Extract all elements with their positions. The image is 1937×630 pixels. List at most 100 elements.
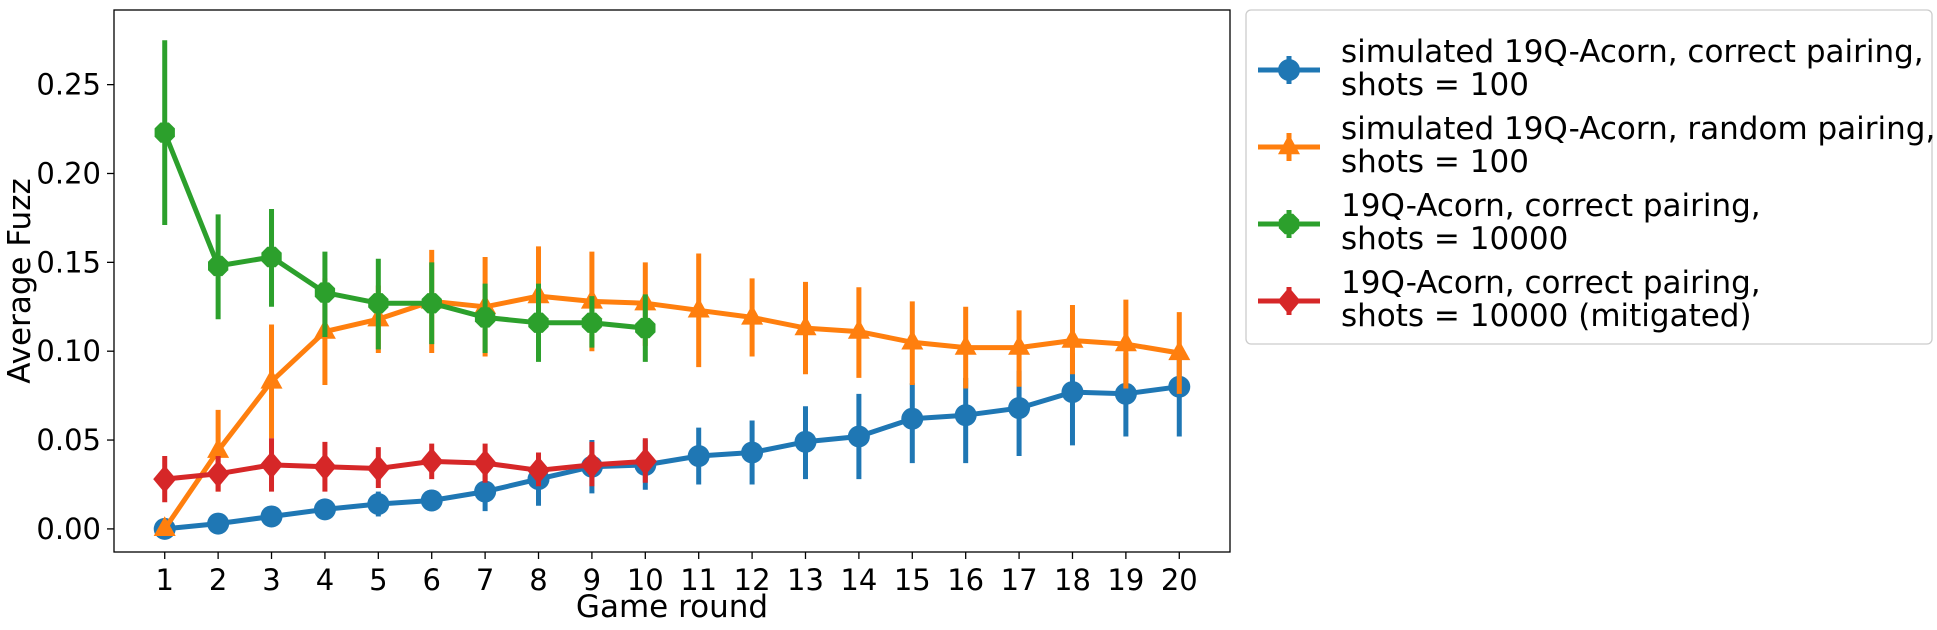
x-tick-label: 2 xyxy=(209,563,227,597)
legend-label-sim-random-line2: shots = 100 xyxy=(1341,144,1529,180)
data-point xyxy=(368,293,389,314)
data-point xyxy=(847,425,870,448)
x-tick-label: 13 xyxy=(787,563,824,597)
legend-label-sim-random-line1: simulated 19Q-Acorn, random pairing, xyxy=(1341,111,1935,147)
data-point xyxy=(580,451,604,479)
data-point xyxy=(687,445,710,468)
data-point xyxy=(421,293,442,314)
data-point xyxy=(313,453,337,481)
y-tick-label: 0.10 xyxy=(36,334,101,368)
legend-label-hw-mitigated-line1: 19Q-Acorn, correct pairing, xyxy=(1341,265,1761,301)
data-point xyxy=(207,512,230,535)
data-point xyxy=(794,315,817,336)
data-point xyxy=(474,307,496,328)
y-tick-label: 0.05 xyxy=(36,423,101,457)
legend-swatch-2 xyxy=(1258,210,1320,238)
legend-marker xyxy=(1277,287,1301,315)
data-point xyxy=(420,489,443,512)
x-tick-label: 16 xyxy=(947,563,984,597)
data-point xyxy=(901,329,924,350)
x-tick-label: 4 xyxy=(316,563,334,597)
x-tick-label: 3 xyxy=(262,563,280,597)
series-1 xyxy=(153,246,1191,536)
data-point xyxy=(633,447,657,476)
legend-label-hw-mitigated-line2: shots = 10000 (mitigated) xyxy=(1341,298,1752,334)
series-line xyxy=(162,131,646,331)
legend-swatch-1 xyxy=(1258,133,1320,161)
data-point xyxy=(153,516,176,536)
series-2 xyxy=(154,40,656,362)
data-point xyxy=(206,460,230,488)
data-point xyxy=(420,447,444,476)
legend-marker xyxy=(1278,213,1300,235)
data-point xyxy=(473,449,497,477)
x-tick-label: 9 xyxy=(583,563,601,597)
legend-markers xyxy=(1258,56,1320,315)
data-point xyxy=(687,297,710,318)
data-point xyxy=(581,312,603,333)
y-tick-label: 0.20 xyxy=(36,156,101,190)
data-point xyxy=(474,480,497,503)
data-point xyxy=(366,454,390,483)
data-point xyxy=(153,465,177,493)
x-tick-label: 6 xyxy=(422,563,440,597)
plot-frame xyxy=(113,9,1231,553)
data-point xyxy=(741,304,764,325)
legend-label-sim-correct-line1: simulated 19Q-Acorn, correct pairing, xyxy=(1341,34,1924,70)
data-point xyxy=(207,438,230,458)
data-point xyxy=(1061,327,1084,348)
x-tick-label: 19 xyxy=(1107,563,1144,597)
legend-label-hw-correct-line1: 19Q-Acorn, correct pairing, xyxy=(1341,188,1761,224)
data-point xyxy=(1008,397,1031,420)
series-line xyxy=(164,458,646,482)
axes-ticks: 1 2 3 4 5 6 7 8 9 10 11 12 13 14 15 16 17 18 19 200.000.050… xyxy=(36,68,1197,597)
data-point xyxy=(367,493,390,516)
data-point xyxy=(527,456,551,484)
x-tick-label: 10 xyxy=(627,563,664,597)
data-point xyxy=(1168,340,1191,361)
data-point xyxy=(1061,381,1084,404)
legend-frame xyxy=(1245,9,1933,345)
data-point xyxy=(1008,335,1031,355)
data-point xyxy=(954,404,977,427)
x-tick-label: 8 xyxy=(529,563,547,597)
data-point xyxy=(313,498,336,521)
data-point xyxy=(260,451,284,479)
data-point xyxy=(954,335,977,355)
x-tick-label: 14 xyxy=(840,563,877,597)
plot-area xyxy=(153,40,1191,540)
data-point xyxy=(741,441,764,464)
data-point xyxy=(1114,382,1137,405)
x-tick-label: 12 xyxy=(734,563,771,597)
data-point xyxy=(847,319,870,339)
y-tick-label: 0.15 xyxy=(36,245,101,279)
x-tick-label: 17 xyxy=(1001,563,1038,597)
x-tick-label: 5 xyxy=(369,563,387,597)
y-axis-label: Average Fuzz xyxy=(2,178,38,383)
legend-marker xyxy=(1278,59,1300,81)
data-point xyxy=(314,282,336,303)
y-tick-label: 0.25 xyxy=(36,68,101,102)
data-point xyxy=(260,368,283,389)
legend: simulated 19Q-Acorn, correct pairing, sh… xyxy=(1245,9,1935,345)
data-point xyxy=(794,430,817,453)
data-point xyxy=(260,505,283,528)
data-point xyxy=(528,312,549,333)
data-point xyxy=(901,407,924,430)
data-point xyxy=(261,246,282,268)
data-point xyxy=(1114,331,1137,352)
legend-swatch-3 xyxy=(1258,287,1320,315)
legend-marker xyxy=(1278,134,1300,155)
data-point xyxy=(154,122,175,143)
legend-swatch-0 xyxy=(1258,56,1320,84)
x-tick-label: 18 xyxy=(1054,563,1091,597)
x-tick-label: 1 xyxy=(156,563,174,597)
legend-label-hw-correct-line2: shots = 10000 xyxy=(1341,221,1568,257)
data-point xyxy=(635,317,656,339)
y-tick-label: 0.00 xyxy=(36,512,101,546)
x-tick-label: 7 xyxy=(476,563,494,597)
series-0 xyxy=(153,345,1191,540)
series-3 xyxy=(153,438,657,503)
legend-label-sim-correct-line2: shots = 100 xyxy=(1341,67,1529,103)
